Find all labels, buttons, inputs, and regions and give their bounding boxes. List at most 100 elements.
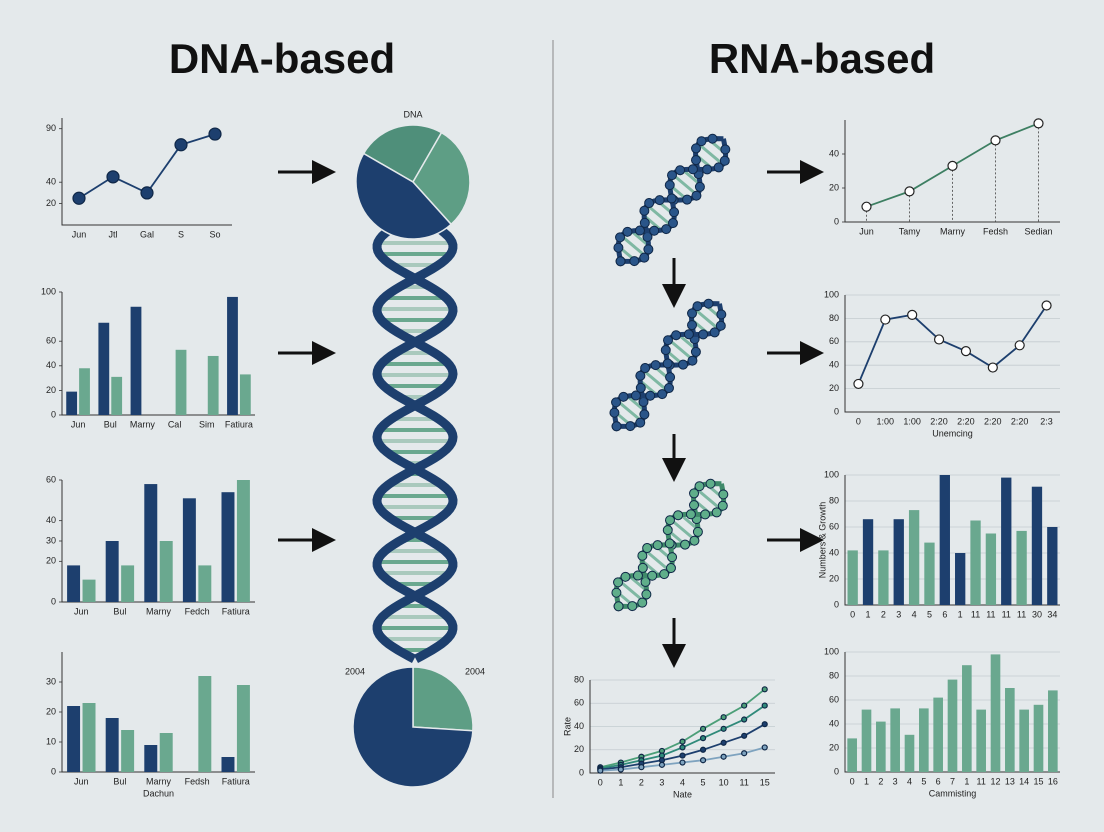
rna-bead xyxy=(662,525,673,536)
rna-bead xyxy=(687,355,698,366)
y-tick-label: 20 xyxy=(46,198,56,208)
rna-bead xyxy=(675,165,686,176)
rna-rung xyxy=(693,307,720,331)
x-tick-label: 5 xyxy=(921,776,926,786)
marker xyxy=(658,761,666,768)
marker xyxy=(761,744,768,751)
rna-rung xyxy=(641,368,669,392)
rna-rung xyxy=(639,379,659,397)
rna-rung xyxy=(618,579,645,603)
x-tick-label: Fatiura xyxy=(222,776,250,786)
bar xyxy=(105,718,119,772)
x-tick-label: 2 xyxy=(878,776,883,786)
y-tick-label: 80 xyxy=(829,313,839,323)
x-tick-label: 2 xyxy=(639,777,644,787)
rna-bead xyxy=(720,144,731,155)
y-tick-label: 20 xyxy=(574,744,584,754)
marker xyxy=(1033,118,1044,129)
x-tick-label: 1 xyxy=(958,609,963,619)
bar xyxy=(198,676,212,772)
bar xyxy=(1016,530,1027,605)
rna-bead xyxy=(645,390,656,401)
y-axis-label: Rate xyxy=(562,717,572,736)
x-tick-label: 4 xyxy=(907,776,912,786)
pie-title: DNA xyxy=(403,109,422,119)
rna-rung xyxy=(645,203,673,227)
y-tick-label: 100 xyxy=(824,469,839,479)
bar xyxy=(227,296,238,415)
bar xyxy=(121,730,135,772)
rna-bead xyxy=(685,509,696,520)
rna-bead xyxy=(647,570,658,581)
x-tick-label: 1 xyxy=(618,777,623,787)
rna-bead xyxy=(643,244,654,255)
bar xyxy=(861,709,872,772)
y-tick-label: 40 xyxy=(829,360,839,370)
x-tick-label: 14 xyxy=(1019,776,1029,786)
bar xyxy=(175,349,187,415)
bar xyxy=(933,697,943,772)
marker xyxy=(904,186,915,197)
x-tick-label: 1 xyxy=(866,609,871,619)
bar xyxy=(862,519,874,605)
rna-bead xyxy=(665,372,676,383)
x-tick-label: S xyxy=(178,229,184,239)
y-tick-label: 0 xyxy=(834,406,839,416)
x-tick-label: 3 xyxy=(896,609,901,619)
x-tick-label: 16 xyxy=(1048,776,1058,786)
rna-rung xyxy=(620,234,647,258)
x-tick-label: 2:20 xyxy=(1011,416,1029,426)
y-tick-label: 20 xyxy=(46,385,56,395)
rna-bead xyxy=(671,330,682,341)
rna-bead xyxy=(611,587,622,598)
y-tick-label: 0 xyxy=(51,409,56,419)
rna-bead xyxy=(687,320,698,331)
rna-bead xyxy=(678,359,689,370)
y-tick-label: 40 xyxy=(46,515,56,525)
y-tick-label: 0 xyxy=(834,216,839,226)
rna-bead xyxy=(609,407,620,418)
rna-bead xyxy=(664,180,675,191)
bar xyxy=(990,654,1001,772)
rna-rung xyxy=(630,229,650,247)
y-tick-label: 60 xyxy=(829,521,839,531)
bar xyxy=(919,708,929,772)
bar xyxy=(985,533,997,605)
bar xyxy=(221,757,235,772)
bar xyxy=(66,391,78,415)
rna-bead xyxy=(652,540,663,551)
rna-bead xyxy=(682,194,693,205)
bar xyxy=(79,368,90,415)
bar xyxy=(1047,527,1058,605)
rna-bead xyxy=(691,190,702,201)
x-tick-label: Fedsh xyxy=(185,776,210,786)
arrows xyxy=(278,160,824,668)
bar xyxy=(1033,704,1044,772)
bar xyxy=(82,579,96,602)
x-tick-label: 15 xyxy=(760,777,770,787)
x-tick-label: Bul xyxy=(104,419,117,429)
bar xyxy=(878,550,889,605)
y-tick-label: 20 xyxy=(829,383,839,393)
rna-rung xyxy=(628,574,648,592)
rna-bead xyxy=(692,301,703,312)
marker xyxy=(174,138,188,152)
x-tick-label: Sedian xyxy=(1024,226,1052,236)
y-tick-label: 100 xyxy=(41,286,56,296)
x-tick-label: 5 xyxy=(701,777,706,787)
rna-bead xyxy=(641,589,652,600)
marker xyxy=(990,135,1001,146)
rna-bead xyxy=(700,509,711,520)
y-tick-label: 40 xyxy=(829,718,839,728)
pie-annotation: 2004 xyxy=(345,666,365,676)
marker xyxy=(741,702,748,709)
x-tick-label: 2:3 xyxy=(1040,416,1053,426)
rna-bead xyxy=(698,329,709,340)
marker xyxy=(679,759,686,766)
y-tick-label: 0 xyxy=(834,599,839,609)
bar xyxy=(111,376,123,415)
y-tick-label: 0 xyxy=(51,596,56,606)
x-tick-label: 0 xyxy=(856,416,861,426)
x-tick-label: Jtl xyxy=(109,229,118,239)
